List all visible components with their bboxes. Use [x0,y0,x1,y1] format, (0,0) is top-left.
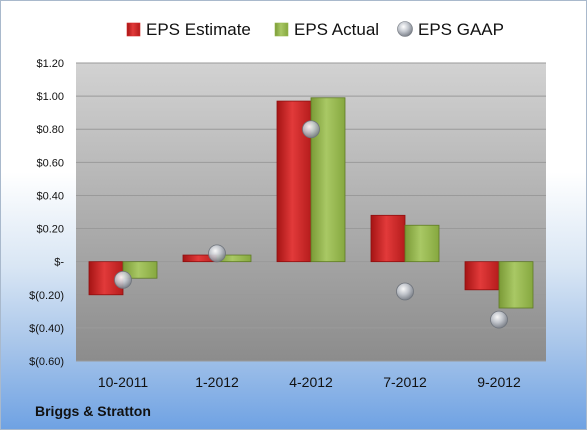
y-tick-label: $1.20 [36,58,64,70]
marker-eps-gaap [114,270,132,289]
legend-label: EPS GAAP [418,20,504,39]
legend-label: EPS Actual [294,20,379,39]
x-tick-label: 4-2012 [289,374,333,390]
y-tick-label: $(0.40) [29,323,64,335]
bar-eps-actual [122,261,158,279]
y-tick-label: $0.20 [36,224,64,236]
y-tick-label: $0.60 [36,157,64,169]
y-tick-label: $0.80 [36,124,64,136]
bar-eps-actual [498,261,534,309]
company-name: Briggs & Stratton [35,403,151,419]
bar-eps-actual [404,224,440,263]
x-tick-label: 7-2012 [383,374,427,390]
y-tick-label: $- [54,257,64,269]
marker-eps-gaap [396,282,414,301]
legend-label: EPS Estimate [146,20,251,39]
y-tick-label: $(0.60) [29,356,64,368]
legend-swatch-gaap [397,21,413,37]
y-tick-label: $(0.20) [29,290,64,302]
y-tick-label: $0.40 [36,190,64,202]
y-tick-label: $1.00 [36,91,64,103]
x-tick-label: 10-2011 [98,374,149,390]
marker-eps-gaap [490,310,508,329]
bar-eps-estimate [370,214,406,263]
legend-swatch-estimate [126,22,141,37]
legend: EPS Estimate EPS Actual EPS GAAP [126,20,504,39]
x-tick-label: 9-2012 [477,374,521,390]
marker-eps-gaap [302,120,320,139]
marker-eps-gaap [208,244,226,263]
x-tick-label: 1-2012 [195,374,239,390]
bar-eps-estimate [464,261,500,291]
legend-swatch-actual [274,22,289,37]
